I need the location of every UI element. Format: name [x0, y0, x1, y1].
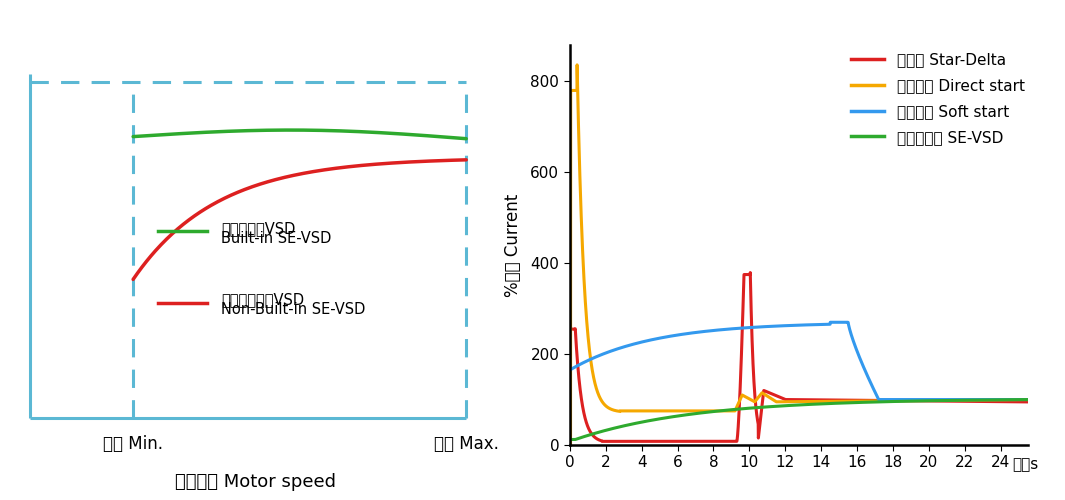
- Text: 时间s: 时间s: [1012, 458, 1038, 472]
- Text: 最小 Min.: 最小 Min.: [103, 435, 163, 453]
- Text: 内置欧迈克VSD: 内置欧迈克VSD: [222, 220, 296, 236]
- Legend: 星三角 Star-Delta, 直接启动 Direct start, 软接启动 Soft start, 欧迈克变频 SE-VSD: 星三角 Star-Delta, 直接启动 Direct start, 软接启动 …: [851, 52, 1025, 144]
- Text: Built-in SE-VSD: Built-in SE-VSD: [222, 230, 331, 246]
- Text: 无内置欧迈克VSD: 无内置欧迈克VSD: [222, 292, 305, 307]
- Text: 电机速度 Motor speed: 电机速度 Motor speed: [175, 472, 337, 490]
- Text: 最大 Max.: 最大 Max.: [433, 435, 498, 453]
- Y-axis label: %电流 Current: %电流 Current: [504, 194, 522, 296]
- Text: Non-Built-in SE-VSD: Non-Built-in SE-VSD: [222, 302, 365, 317]
